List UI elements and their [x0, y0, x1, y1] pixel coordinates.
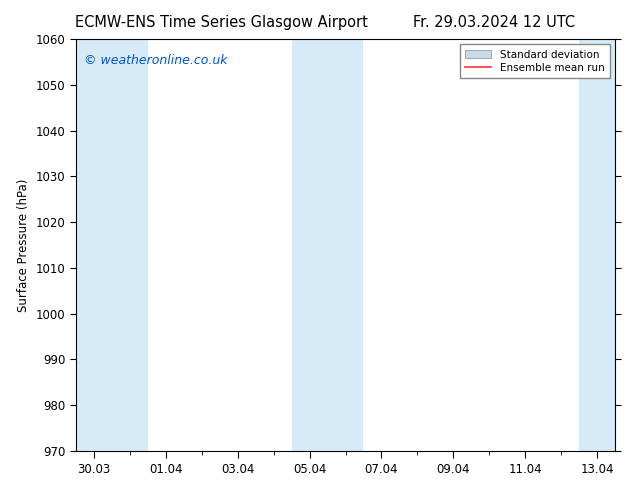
Bar: [328, 39, 363, 451]
Bar: [579, 39, 615, 451]
Text: © weatheronline.co.uk: © weatheronline.co.uk: [84, 53, 228, 67]
Bar: [292, 39, 328, 451]
Bar: [112, 39, 148, 451]
Bar: [76, 39, 112, 451]
Y-axis label: Surface Pressure (hPa): Surface Pressure (hPa): [17, 178, 30, 312]
Text: Fr. 29.03.2024 12 UTC: Fr. 29.03.2024 12 UTC: [413, 15, 576, 30]
Legend: Standard deviation, Ensemble mean run: Standard deviation, Ensemble mean run: [460, 45, 610, 78]
Text: ECMW-ENS Time Series Glasgow Airport: ECMW-ENS Time Series Glasgow Airport: [75, 15, 368, 30]
